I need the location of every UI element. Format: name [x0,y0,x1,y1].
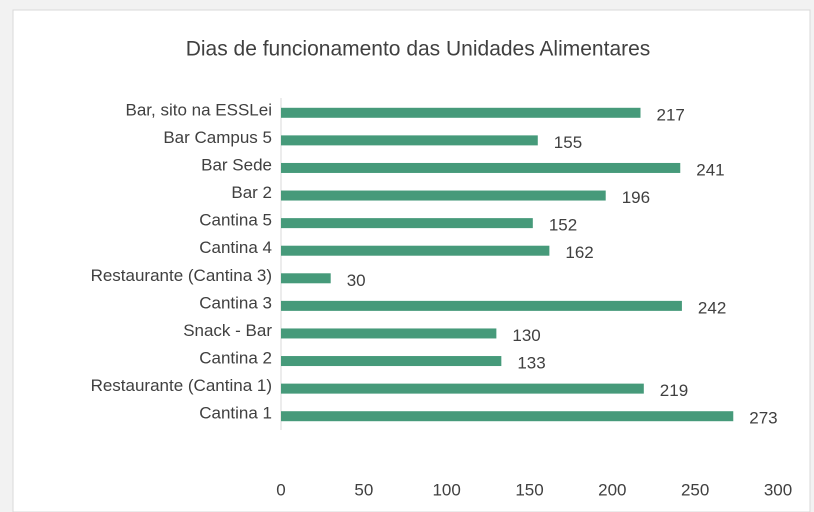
x-tick-label: 250 [681,480,709,499]
x-tick-label: 150 [515,480,543,499]
y-tick-label: Bar 2 [231,183,272,202]
data-label: 196 [622,188,650,207]
x-tick-label: 100 [432,480,460,499]
bar [281,411,734,422]
bar [281,190,606,201]
y-tick-label: Cantina 1 [199,404,272,423]
bar [281,356,502,367]
data-label: 30 [347,271,366,290]
y-tick-label: Cantina 3 [199,293,272,312]
bar [281,383,644,394]
y-tick-label: Bar, sito na ESSLei [126,100,272,119]
data-label: 241 [696,160,724,179]
y-tick-label: Bar Campus 5 [163,128,272,147]
bar [281,162,681,173]
bar [281,218,533,229]
bar [281,245,550,256]
data-label: 133 [517,354,545,373]
y-tick-label: Cantina 4 [199,238,272,257]
chart-area [12,9,811,512]
bar [281,273,331,284]
data-label: 242 [698,298,726,317]
bar [281,135,538,146]
bar [281,300,682,311]
data-label: 130 [512,326,540,345]
bar [281,107,641,118]
x-tick-label: 200 [598,480,626,499]
data-label: 219 [660,381,688,400]
x-tick-label: 50 [354,480,373,499]
x-tick-label: 300 [764,480,792,499]
data-label: 162 [565,243,593,262]
y-tick-label: Restaurante (Cantina 3) [91,266,272,285]
data-label: 273 [749,409,777,428]
y-tick-label: Cantina 5 [199,211,272,230]
x-tick-label: 0 [276,480,285,499]
y-tick-label: Bar Sede [201,155,272,174]
data-label: 155 [554,133,582,152]
data-label: 217 [656,105,684,124]
chart-title: Dias de funcionamento das Unidades Alime… [186,38,651,61]
data-label: 152 [549,216,577,235]
bar [281,328,497,339]
y-tick-label: Restaurante (Cantina 1) [91,376,272,395]
y-tick-label: Snack - Bar [183,321,272,340]
y-tick-label: Cantina 2 [199,349,272,368]
